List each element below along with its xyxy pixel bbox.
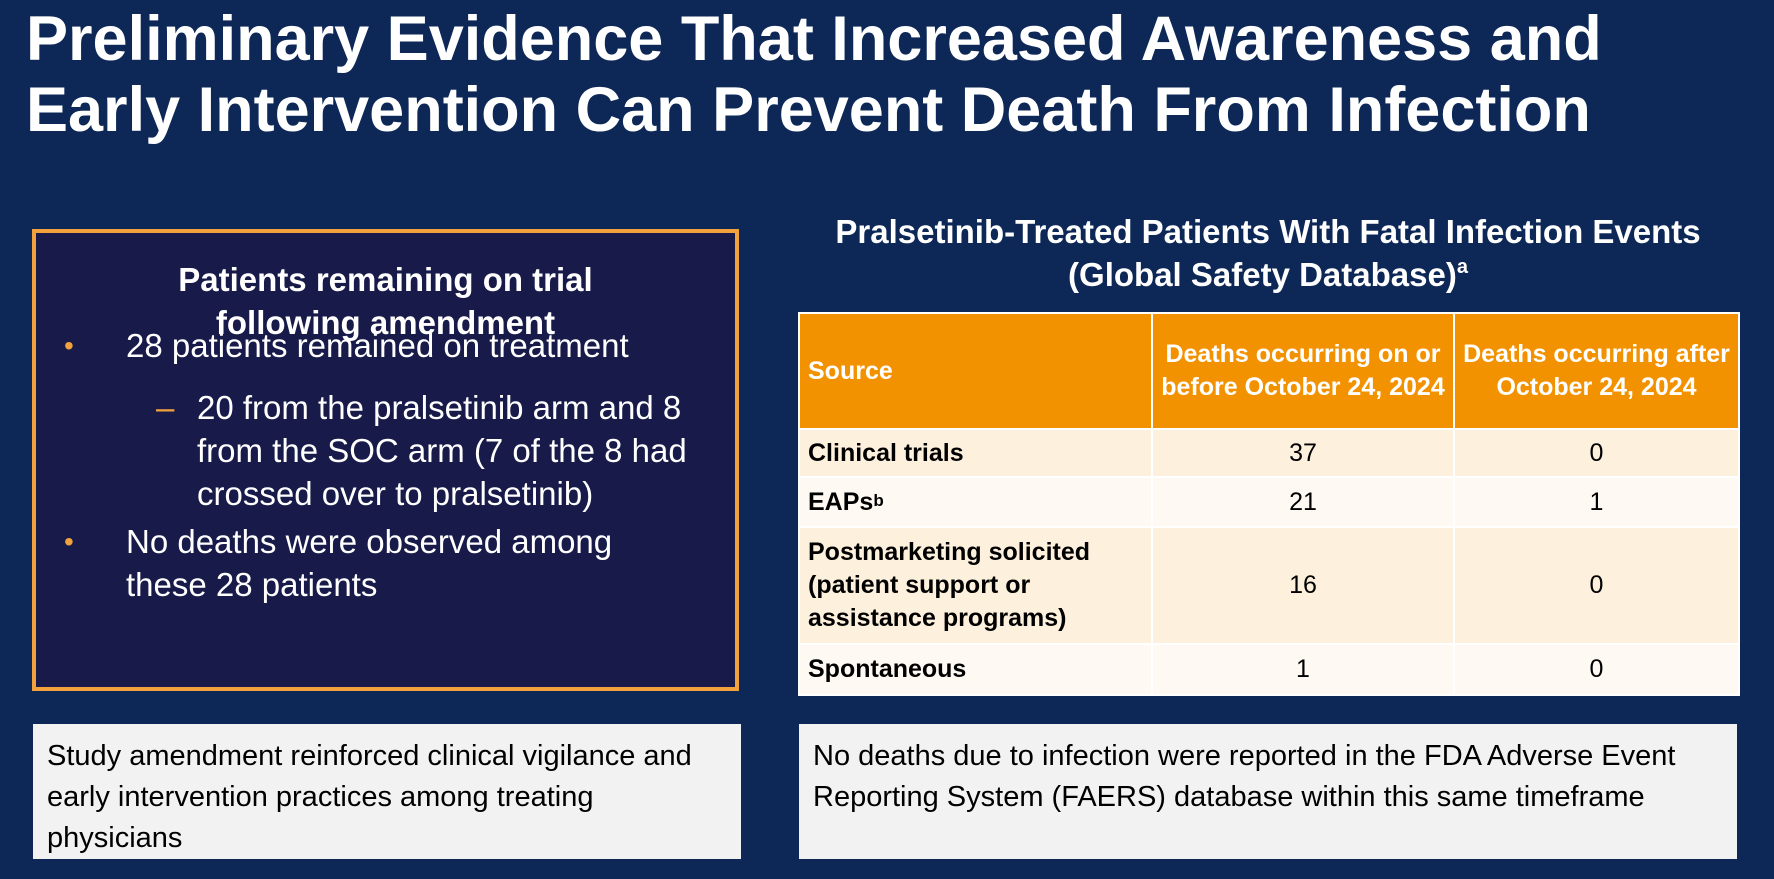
cell-deaths-before: 1: [1151, 643, 1455, 696]
table-row: Postmarketing solicited (patient support…: [798, 526, 1740, 645]
note-study-amendment: Study amendment reinforced clinical vigi…: [33, 724, 741, 859]
cell-source: EAPsb: [798, 476, 1153, 528]
footnote-marker-a: a: [1456, 256, 1468, 278]
cell-source-text: EAPs: [808, 487, 874, 516]
bullet-text: 28 patients remained on treatment: [126, 327, 629, 364]
bullet-mark: •: [64, 526, 74, 557]
column-header-source: Source: [798, 312, 1153, 430]
cell-deaths-before: 37: [1151, 428, 1455, 478]
sub-bullet-arm-breakdown: – 20 from the pralsetinib arm and 8 from…: [121, 386, 741, 515]
bullet-patients-remained: • 28 patients remained on treatment: [54, 324, 664, 367]
note-text: No deaths due to infection were reported…: [813, 740, 1676, 813]
cell-source: Postmarketing solicited (patient support…: [798, 526, 1153, 645]
table-row: Clinical trials 37 0: [798, 428, 1740, 478]
fatal-infection-table-heading: Pralsetinib-Treated Patients With Fatal …: [788, 210, 1748, 296]
table-header-row: Source Deaths occurring on or before Oct…: [798, 312, 1740, 430]
cell-deaths-after: 0: [1453, 643, 1740, 696]
table-heading-line-1: Pralsetinib-Treated Patients With Fatal …: [835, 213, 1701, 250]
amendment-panel-heading: Patients remaining on trial following am…: [36, 258, 735, 344]
cell-deaths-after: 0: [1453, 428, 1740, 478]
cell-source: Spontaneous: [798, 643, 1153, 696]
table-row: EAPsb 21 1: [798, 476, 1740, 528]
table-row: Spontaneous 1 0: [798, 643, 1740, 696]
bullet-no-deaths: • No deaths were observed among these 28…: [54, 520, 664, 606]
table-heading-line-2: (Global Safety Database): [1068, 256, 1457, 293]
cell-source: Clinical trials: [798, 428, 1153, 478]
slide-title: Preliminary Evidence That Increased Awar…: [26, 4, 1766, 146]
note-faers: No deaths due to infection were reported…: [799, 724, 1737, 859]
note-text: Study amendment reinforced clinical vigi…: [47, 740, 692, 854]
cell-deaths-before: 21: [1151, 476, 1455, 528]
fatal-infection-table: Source Deaths occurring on or before Oct…: [798, 312, 1740, 696]
amendment-heading-line-2: following amendment: [215, 304, 556, 341]
amendment-panel: Patients remaining on trial following am…: [32, 229, 739, 691]
footnote-marker-b: b: [873, 490, 884, 510]
slide-title-line-1: Preliminary Evidence That Increased Awar…: [26, 4, 1602, 74]
slide-title-line-2: Early Intervention Can Prevent Death Fro…: [26, 75, 1591, 145]
column-header-deaths-after: Deaths occurring after October 24, 2024: [1453, 312, 1740, 430]
cell-deaths-after: 1: [1453, 476, 1740, 528]
dash-mark: –: [156, 389, 175, 426]
sub-bullet-text: 20 from the pralsetinib arm and 8 from t…: [197, 389, 687, 512]
cell-deaths-after: 0: [1453, 526, 1740, 645]
bullet-mark: •: [64, 330, 74, 361]
bullet-text: No deaths were observed among these 28 p…: [126, 523, 613, 603]
column-header-deaths-before: Deaths occurring on or before October 24…: [1151, 312, 1455, 430]
amendment-heading-line-1: Patients remaining on trial: [178, 261, 593, 298]
cell-deaths-before: 16: [1151, 526, 1455, 645]
